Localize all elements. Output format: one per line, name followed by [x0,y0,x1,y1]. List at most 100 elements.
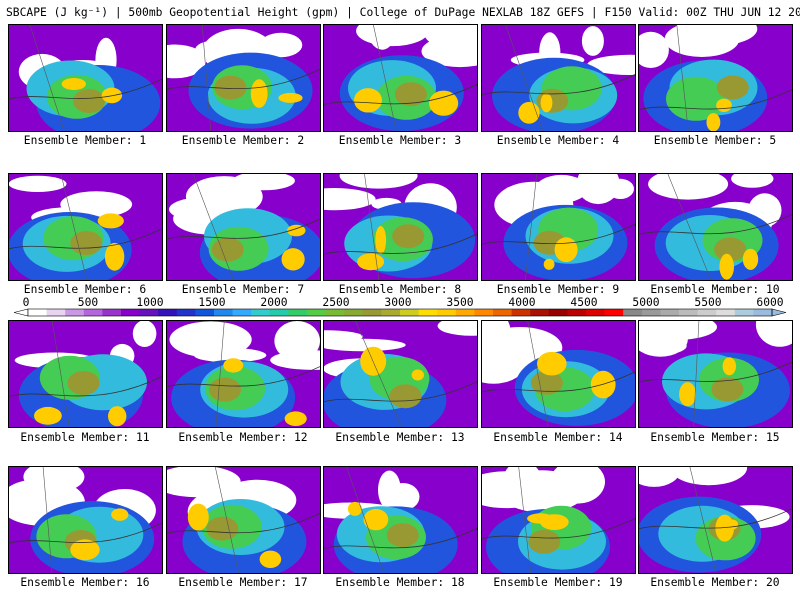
ensemble-map-panel [323,320,478,428]
colorbar-swatch [679,309,699,316]
colorbar-tick-label: 1500 [198,296,226,309]
cape-field-map [9,467,162,573]
colorbar-tick-label: 3500 [446,296,474,309]
cape-field-map [167,25,320,131]
colorbar-swatch [46,309,66,316]
ensemble-member-label: Ensemble Member: 5 [653,134,777,147]
colorbar-swatch [158,309,178,316]
colorbar-swatch [641,309,661,316]
colorbar-swatch [530,309,550,316]
ensemble-map-panel [638,320,793,428]
colorbar-tick-label: 3000 [384,296,412,309]
colorbar-swatch [567,309,587,316]
ensemble-map-panel [8,173,163,281]
colorbar-tick-label: 5500 [694,296,722,309]
colorbar-swatch [251,309,271,316]
cape-field-map [324,321,477,427]
colorbar-swatch [437,309,457,316]
ensemble-member-label: Ensemble Member: 3 [338,134,462,147]
cape-field-map [167,321,320,427]
ensemble-map-panel [166,24,321,132]
ensemble-member-label: Ensemble Member: 19 [493,576,623,589]
ensemble-map-panel [166,173,321,281]
ensemble-member-label: Ensemble Member: 17 [178,576,308,589]
colorbar-swatch [697,309,717,316]
ensemble-member-label: Ensemble Member: 7 [181,283,305,296]
cape-field-map [167,467,320,573]
colorbar-swatch [232,309,252,316]
colorbar-min-arrow [13,308,29,317]
cape-field-map [639,25,792,131]
ensemble-member-label: Ensemble Member: 12 [178,431,308,444]
cape-field-map [9,25,162,131]
ensemble-map-panel [323,173,478,281]
cape-field-map [324,25,477,131]
cape-field-map [639,467,792,573]
ensemble-member-label: Ensemble Member: 20 [650,576,780,589]
colorbar-swatch [474,309,494,316]
ensemble-member-label: Ensemble Member: 9 [496,283,620,296]
ensemble-map-panel [481,466,636,574]
colorbar-tick-label: 4000 [508,296,536,309]
ensemble-member-label: Ensemble Member: 10 [650,283,780,296]
colorbar-tick-label: 4500 [570,296,598,309]
colorbar-swatch [586,309,606,316]
ensemble-map-panel [481,320,636,428]
colorbar-tick-label: 5000 [632,296,660,309]
colorbar-swatch [139,309,159,316]
ensemble-map-panel [8,466,163,574]
colorbar-swatch [623,309,643,316]
colorbar-swatch [121,309,141,316]
colorbar-scale [13,308,787,317]
colorbar-swatch [176,309,196,316]
colorbar-swatch [493,309,513,316]
cape-field-map [167,174,320,280]
ensemble-member-label: Ensemble Member: 11 [20,431,150,444]
ensemble-map-panel [481,173,636,281]
colorbar-swatch [102,309,122,316]
colorbar-swatch [362,309,382,316]
ensemble-member-label: Ensemble Member: 18 [335,576,465,589]
colorbar-swatch [418,309,438,316]
colorbar-swatch [381,309,401,316]
ensemble-member-label: Ensemble Member: 2 [181,134,305,147]
ensemble-map-panel [638,466,793,574]
ensemble-member-label: Ensemble Member: 4 [496,134,620,147]
colorbar-swatch [214,309,234,316]
colorbar-swatch [660,309,680,316]
colorbar-tick-label: 2500 [322,296,350,309]
ensemble-map-panel [166,320,321,428]
cape-field-map [324,174,477,280]
colorbar-swatch [734,309,754,316]
cape-field-map [9,174,162,280]
colorbar-swatch [269,309,289,316]
colorbar-swatch [195,309,215,316]
ensemble-member-label: Ensemble Member: 16 [20,576,150,589]
colorbar-swatch [753,309,773,316]
colorbar-swatch [548,309,568,316]
cape-field-map [9,321,162,427]
colorbar-tick-label: 0 [22,296,30,309]
cape-field-map [639,174,792,280]
colorbar-tick-label: 1000 [136,296,164,309]
colorbar-swatch [325,309,345,316]
colorbar-swatch [65,309,85,316]
ensemble-member-label: Ensemble Member: 6 [23,283,147,296]
ensemble-map-panel [323,24,478,132]
colorbar-swatch [344,309,364,316]
ensemble-member-label: Ensemble Member: 1 [23,134,147,147]
colorbar-swatch [28,309,48,316]
colorbar-swatch [400,309,420,316]
ensemble-map-panel [166,466,321,574]
cape-field-map [639,321,792,427]
ensemble-map-panel [481,24,636,132]
map-title: SBCAPE (J kg⁻¹) | 500mb Geopotential Hei… [6,6,800,19]
ensemble-member-label: Ensemble Member: 8 [338,283,462,296]
colorbar-swatch [83,309,103,316]
ensemble-member-label: Ensemble Member: 13 [335,431,465,444]
colorbar-swatch [307,309,327,316]
colorbar-swatch [511,309,531,316]
colorbar-swatch [604,309,624,316]
cape-field-map [482,25,635,131]
ensemble-map-panel [8,320,163,428]
